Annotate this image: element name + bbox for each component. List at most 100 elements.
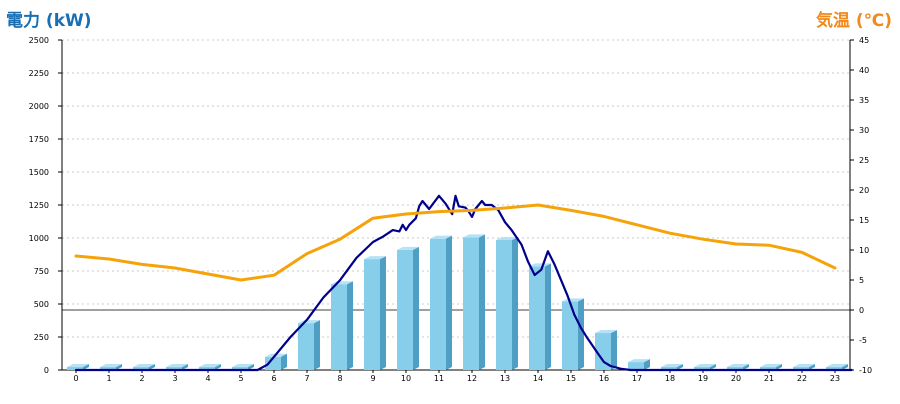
x-tick-label: 1 [106, 374, 111, 383]
bar-front [67, 367, 83, 370]
bar [67, 364, 89, 370]
bar-front [793, 367, 809, 370]
right-tick-label: 25 [859, 156, 869, 165]
bar-front [562, 301, 578, 370]
bar-top [166, 364, 188, 367]
bar-side [347, 281, 353, 370]
bar-side [83, 364, 89, 370]
bar-side [644, 359, 650, 370]
bar-top [562, 298, 584, 302]
bar-top [628, 359, 650, 363]
bar-front [727, 367, 743, 370]
bar [793, 364, 815, 370]
bar [628, 359, 650, 370]
x-tick-label: 17 [632, 374, 642, 383]
bar-top [100, 364, 122, 367]
left-tick-label: 0 [44, 366, 49, 375]
x-tick-label: 15 [566, 374, 576, 383]
bar-front [265, 356, 281, 370]
bar-front [694, 367, 710, 370]
left-tick-label: 2250 [29, 69, 49, 78]
bar-top [826, 364, 848, 367]
bar [232, 364, 254, 370]
bar-side [314, 320, 320, 370]
bar [364, 256, 386, 370]
bar-side [380, 256, 386, 370]
bar [397, 246, 419, 370]
bar-side [215, 364, 221, 370]
bar-front [496, 239, 512, 370]
x-tick-label: 20 [731, 374, 741, 383]
x-tick-label: 11 [434, 374, 444, 383]
bar-front [595, 333, 611, 370]
left-tick-label: 2500 [29, 36, 49, 45]
bar-top [727, 364, 749, 367]
temperature-line [74, 203, 837, 282]
bar-front [331, 284, 347, 370]
x-tick-label: 21 [764, 374, 774, 383]
bar-side [809, 364, 815, 370]
bar-side [479, 234, 485, 370]
x-tick-label: 7 [304, 374, 309, 383]
bar-side [677, 364, 683, 370]
bar [694, 364, 716, 370]
bar-side [413, 246, 419, 370]
x-tick-label: 14 [533, 374, 543, 383]
x-tick-label: 5 [238, 374, 243, 383]
bar [826, 364, 848, 370]
bar-top [793, 364, 815, 367]
bar [430, 235, 452, 370]
bar [166, 364, 188, 370]
bar [199, 364, 221, 370]
bar-top [199, 364, 221, 367]
x-tick-label: 10 [401, 374, 411, 383]
bar [463, 234, 485, 370]
bar [331, 281, 353, 370]
bar-front [826, 367, 842, 370]
bar-front [166, 367, 182, 370]
bar-top [496, 236, 518, 240]
left-tick-label: 2000 [29, 102, 49, 111]
bar-top [595, 330, 617, 334]
left-tick-label: 750 [34, 267, 49, 276]
bar-side [611, 330, 617, 370]
bar-side [182, 364, 188, 370]
x-tick-label: 2 [139, 374, 144, 383]
bar-front [529, 266, 545, 370]
right-tick-label: 20 [859, 186, 869, 195]
left-tick-label: 1250 [29, 201, 49, 210]
bar-top [430, 235, 452, 239]
right-tick-label: 0 [859, 306, 864, 315]
bar-top [529, 263, 551, 267]
bar-front [397, 249, 413, 370]
bar [298, 320, 320, 370]
right-tick-label: 45 [859, 36, 869, 45]
bar-front [463, 237, 479, 370]
bar-side [710, 364, 716, 370]
bar-side [149, 364, 155, 370]
bar [595, 330, 617, 370]
bar-front [133, 367, 149, 370]
bar [529, 263, 551, 370]
x-tick-label: 12 [467, 374, 477, 383]
right-tick-label: 10 [859, 246, 869, 255]
bar-side [248, 364, 254, 370]
right-tick-label: -10 [859, 366, 872, 375]
x-tick-label: 3 [172, 374, 177, 383]
right-tick-label: -5 [859, 336, 867, 345]
bar [496, 236, 518, 370]
bar [100, 364, 122, 370]
x-tick-label: 16 [599, 374, 609, 383]
bar-top [364, 256, 386, 260]
right-tick-label: 30 [859, 126, 869, 135]
bar-front [298, 323, 314, 370]
bar-front [661, 367, 677, 370]
bar-top [694, 364, 716, 367]
left-tick-label: 1500 [29, 168, 49, 177]
bar-side [743, 364, 749, 370]
bar-side [578, 298, 584, 370]
bar-front [364, 259, 380, 370]
x-tick-label: 4 [205, 374, 210, 383]
